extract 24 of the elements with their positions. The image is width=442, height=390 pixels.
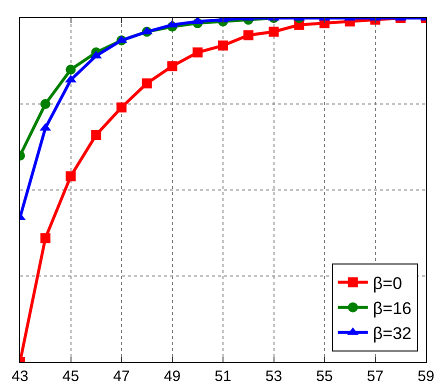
- point: [116, 102, 126, 112]
- legend-label: β=32: [372, 324, 412, 344]
- point: [91, 130, 102, 140]
- point: [66, 64, 76, 75]
- point: [40, 99, 50, 109]
- point: [192, 47, 203, 58]
- x-tick-label: 53: [265, 368, 282, 385]
- point: [268, 26, 279, 37]
- x-tick-label: 55: [316, 368, 333, 385]
- x-tick-label: 43: [12, 368, 28, 385]
- x-tick-label: 45: [62, 368, 80, 385]
- legend-label: β=16: [372, 298, 412, 318]
- x-tick-label: 47: [113, 368, 130, 385]
- x-tick-label: 51: [214, 368, 232, 385]
- point: [243, 30, 254, 40]
- x-tick-label: 59: [418, 368, 434, 385]
- point: [167, 61, 178, 72]
- point: [40, 233, 50, 244]
- x-tick-label: 49: [164, 368, 181, 385]
- point: [218, 40, 228, 51]
- x-tick-label: 57: [366, 368, 384, 385]
- point: [142, 78, 152, 88]
- legend-label: β=0: [372, 274, 402, 293]
- point: [66, 171, 76, 182]
